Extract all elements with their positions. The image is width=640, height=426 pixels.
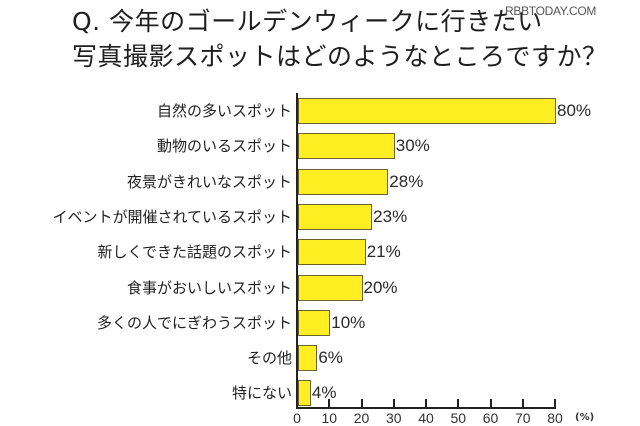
bar-row: 動物のいるスポット 30%	[0, 133, 640, 160]
x-axis-tick	[554, 399, 556, 408]
bar	[298, 133, 395, 160]
bar-row: その他 6%	[0, 345, 640, 372]
bar-row: 夜景がきれいなスポット 28%	[0, 168, 640, 195]
x-axis-tick-label: 70	[514, 410, 531, 426]
category-label: その他	[246, 349, 292, 368]
category-label: 新しくできた話題のスポット	[97, 243, 292, 262]
bar	[298, 203, 373, 230]
category-label: 動物のいるスポット	[156, 137, 292, 156]
x-axis-tick-label: 80	[547, 410, 563, 426]
x-axis-tick	[457, 399, 460, 408]
x-axis-tick-label: 60	[482, 410, 499, 426]
watermark: RBBTODAY.COM	[505, 4, 597, 18]
bar-row: 多くの人でにぎわうスポット 10%	[0, 309, 640, 336]
bar	[298, 98, 556, 124]
category-label: 食事がおいしいスポット	[126, 278, 292, 297]
bar-row: 新しくできた話題のスポット 21%	[0, 239, 640, 266]
chart-title-line-1: Q. 今年のゴールデンウィークに行きたい	[72, 7, 543, 36]
category-label: 夜景がきれいなスポット	[126, 172, 292, 191]
value-label: 80%	[557, 101, 592, 120]
x-axis-tick-label: 0	[293, 410, 301, 426]
bar	[298, 345, 318, 372]
value-label: 10%	[331, 312, 366, 332]
value-label: 30%	[395, 136, 430, 156]
category-label: イベントが開催されているスポット	[52, 207, 292, 226]
chart-title-line-2: 写真撮影スポットはどのようなところですか？	[72, 42, 608, 71]
bar-row: 特にない 4%	[0, 380, 640, 407]
x-axis-tick	[521, 399, 524, 408]
category-label: 多くの人でにぎわうスポット	[96, 313, 292, 332]
bar	[298, 309, 331, 336]
bar	[298, 274, 363, 301]
x-axis-tick	[328, 399, 331, 408]
x-axis-tick-label: 20	[353, 410, 370, 426]
bar-row: 自然の多いスポット 80%	[0, 98, 640, 124]
x-axis-tick	[392, 399, 395, 408]
value-label: 28%	[389, 171, 424, 191]
chart-title: Q. 今年のゴールデンウィークに行きたい 写真撮影スポットはどのようなところです…	[72, 4, 608, 74]
bar	[298, 239, 366, 266]
value-label: 6%	[318, 348, 343, 368]
x-axis-tick-label: 30	[385, 410, 402, 426]
value-label: 4%	[311, 383, 337, 403]
category-label: 特にない	[231, 384, 292, 403]
x-axis-unit: (%)	[575, 412, 595, 423]
value-label: 21%	[366, 242, 401, 262]
x-axis-tick-label: 50	[450, 410, 467, 426]
x-axis-tick	[489, 399, 492, 408]
y-axis-line	[296, 93, 298, 409]
bar	[298, 168, 389, 195]
bar-row: 食事がおいしいスポット 20%	[0, 274, 640, 301]
value-label: 20%	[363, 277, 398, 297]
category-label: 自然の多いスポット	[156, 102, 292, 120]
x-axis-tick	[425, 399, 427, 408]
x-axis-line	[296, 407, 556, 409]
x-axis-tick-label: 10	[321, 410, 338, 426]
bar-row: イベントが開催されているスポット 23%	[0, 203, 640, 230]
x-axis-tick-label: 40	[418, 410, 434, 426]
bar	[298, 380, 311, 407]
x-axis-tick	[360, 399, 363, 408]
value-label: 23%	[373, 206, 408, 226]
